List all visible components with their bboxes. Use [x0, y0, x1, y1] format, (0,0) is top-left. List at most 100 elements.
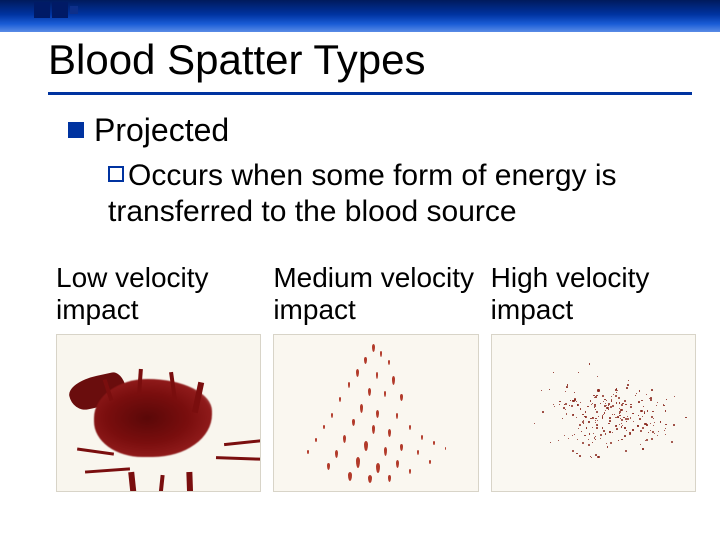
blood-mist-dot	[588, 439, 589, 440]
blood-mist-dot	[616, 392, 617, 393]
blood-blob-shape	[94, 379, 212, 457]
column-label: Medium velocity impact	[273, 262, 478, 334]
blood-mist-dot	[559, 404, 560, 405]
blood-mist-dot	[605, 433, 606, 434]
bullet-2-text: Occurs when some form of energy is trans…	[108, 159, 617, 228]
blood-mist-dot	[600, 434, 602, 436]
blood-mist-dot	[562, 418, 563, 419]
blood-mist-dot	[597, 456, 599, 458]
blood-mist-dot	[574, 398, 576, 400]
blood-mist-dot	[663, 405, 665, 407]
blood-mist-dot	[624, 427, 625, 428]
blood-mist-dot	[642, 448, 643, 449]
blood-mist-dot	[646, 394, 647, 395]
blood-mist-dot	[618, 397, 620, 399]
blood-mist-dot	[627, 418, 629, 420]
blood-droplet	[400, 444, 403, 451]
blood-mist-dot	[643, 406, 644, 407]
blood-mist-dot	[614, 414, 615, 415]
blood-mist-dot	[618, 440, 619, 441]
blood-mist-dot	[609, 431, 610, 432]
blood-mist-dot	[656, 405, 657, 406]
blood-mist-dot	[606, 405, 607, 406]
blood-mist-dot	[621, 439, 622, 440]
bullet-level-1: Projected	[68, 112, 229, 149]
blood-droplet	[433, 441, 435, 445]
blood-mist-dot	[619, 411, 621, 413]
blood-mist-dot	[641, 400, 643, 402]
blood-droplet	[348, 382, 350, 388]
blood-mist-dot	[582, 442, 584, 444]
blood-mist-dot	[626, 421, 627, 422]
bullet-outline-icon	[108, 166, 124, 182]
blood-mist-dot	[581, 431, 582, 432]
blood-droplet	[409, 425, 411, 430]
blood-droplet	[396, 460, 399, 468]
blood-mist-dot	[665, 424, 667, 426]
blood-mist-dot	[616, 402, 617, 403]
blood-mist-dot	[597, 376, 598, 377]
blood-mist-dot	[658, 431, 659, 432]
blood-droplet	[384, 391, 386, 397]
blood-mist-dot	[595, 439, 596, 440]
blood-mist-dot	[640, 410, 642, 412]
blood-mist-dot	[638, 415, 639, 416]
blood-mist-dot	[566, 386, 568, 388]
blood-droplet	[360, 404, 363, 413]
blood-mist-dot	[576, 417, 577, 418]
blood-mist-dot	[569, 405, 570, 406]
blood-mist-dot	[619, 413, 620, 414]
blood-mist-dot	[549, 389, 550, 390]
blood-mist-dot	[588, 421, 589, 422]
blood-mist-dot	[603, 401, 604, 402]
blood-mist-dot	[626, 387, 628, 389]
blood-mist-dot	[633, 421, 634, 422]
blood-droplet	[343, 435, 346, 443]
blood-mist-dot	[636, 393, 637, 394]
blood-mist-dot	[594, 407, 595, 408]
blood-mist-dot	[635, 395, 636, 396]
blood-mist-dot	[587, 406, 588, 407]
blood-droplet	[380, 351, 382, 357]
blood-mist-dot	[612, 432, 613, 433]
page-title: Blood Spatter Types	[48, 36, 425, 84]
accent-square-small	[70, 6, 78, 14]
blood-spike	[216, 456, 262, 461]
blood-mist-dot	[578, 372, 579, 373]
blood-mist-dot	[619, 424, 621, 426]
blood-mist-dot	[611, 396, 612, 397]
blood-mist-dot	[588, 444, 590, 446]
blood-mist-dot	[624, 400, 626, 402]
blood-mist-dot	[593, 433, 594, 434]
blood-mist-dot	[650, 399, 652, 401]
blood-droplet	[384, 447, 387, 456]
blood-mist-dot	[615, 425, 617, 427]
blood-mist-dot	[621, 423, 622, 424]
blood-mist-dot	[685, 417, 686, 418]
blood-mist-dot	[592, 417, 594, 419]
blood-mist-dot	[565, 403, 567, 405]
blood-mist-dot	[568, 438, 569, 439]
blood-mist-dot	[577, 405, 578, 406]
blood-mist-dot	[613, 394, 614, 395]
blood-mist-dot	[554, 406, 555, 407]
blood-mist-dot	[626, 411, 627, 412]
blood-mist-dot	[565, 391, 566, 392]
column-label: Low velocity impact	[56, 262, 261, 334]
blood-droplet	[400, 394, 403, 401]
blood-droplet	[372, 425, 375, 434]
blood-droplet	[364, 441, 368, 451]
blood-mist-dot	[665, 428, 666, 429]
blood-mist-dot	[582, 414, 584, 416]
blood-spike	[224, 439, 262, 446]
blood-mist-dot	[570, 400, 571, 401]
blood-mist-dot	[576, 401, 577, 402]
blood-mist-dot	[630, 406, 632, 408]
blood-mist-dot	[596, 424, 598, 426]
blood-droplet	[356, 369, 359, 377]
column-low-velocity: Low velocity impact	[56, 262, 261, 492]
blood-mist-dot	[595, 422, 596, 423]
blood-droplet	[388, 360, 390, 365]
blood-mist-dot	[640, 444, 642, 446]
blood-mist-dot	[550, 442, 551, 443]
